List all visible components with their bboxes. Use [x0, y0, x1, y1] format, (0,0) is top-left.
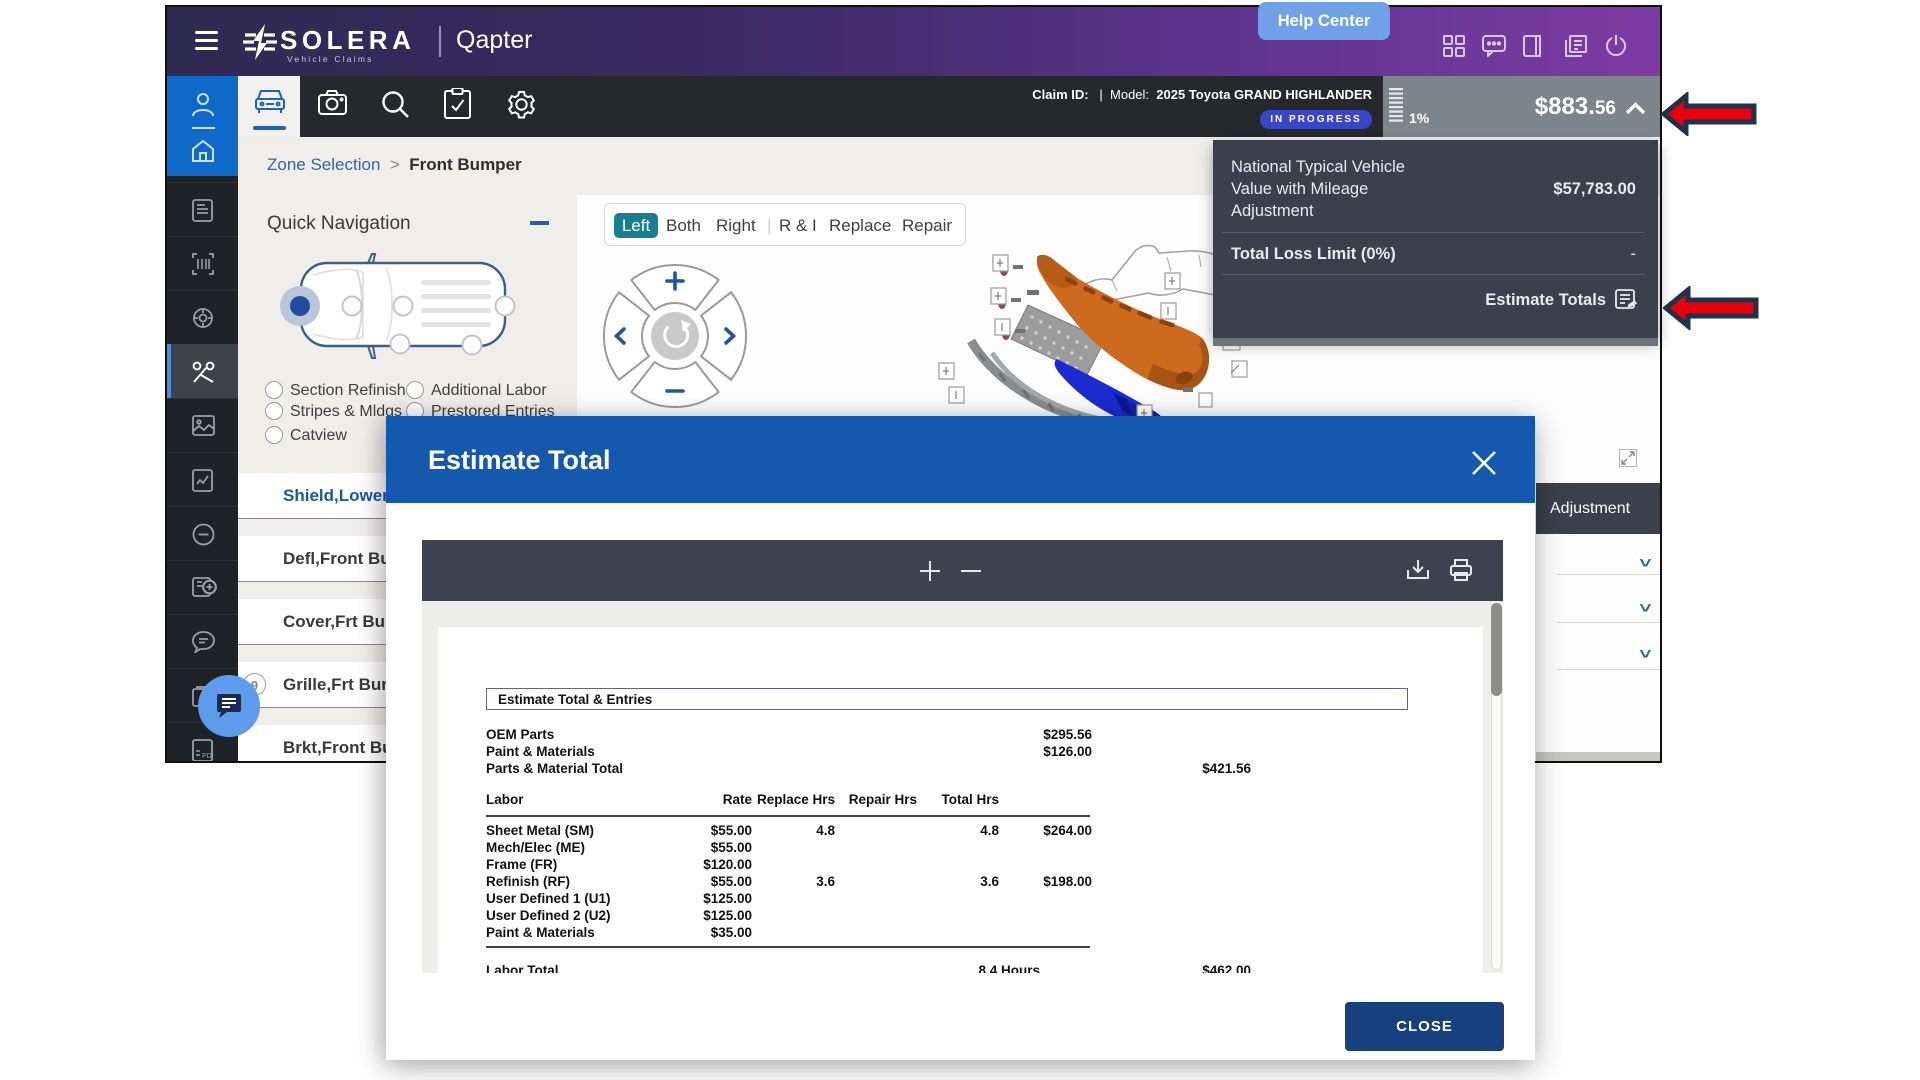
svg-text:PDF: PDF [202, 753, 213, 760]
